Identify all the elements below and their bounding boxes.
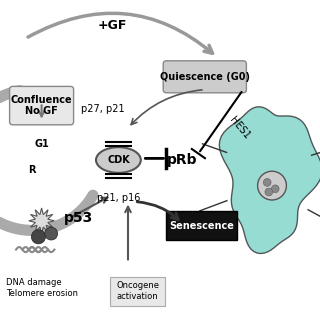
Text: HES1: HES1 xyxy=(228,115,252,141)
FancyArrowPatch shape xyxy=(137,202,178,220)
Text: Confluence
No GF: Confluence No GF xyxy=(11,95,72,116)
Text: p27, p21: p27, p21 xyxy=(81,104,124,114)
FancyBboxPatch shape xyxy=(10,86,74,125)
Text: p53: p53 xyxy=(64,211,93,225)
Text: DNA damage
Telomere erosion: DNA damage Telomere erosion xyxy=(6,278,78,298)
Text: CDK: CDK xyxy=(107,155,130,165)
Text: R: R xyxy=(28,164,36,175)
Polygon shape xyxy=(219,107,320,253)
Circle shape xyxy=(265,188,273,196)
Polygon shape xyxy=(29,208,54,234)
Text: Oncogene
activation: Oncogene activation xyxy=(116,282,159,301)
Text: Quiescence (G0): Quiescence (G0) xyxy=(160,72,250,82)
Ellipse shape xyxy=(258,171,286,200)
Circle shape xyxy=(263,179,271,186)
FancyBboxPatch shape xyxy=(166,211,237,240)
Text: +GF: +GF xyxy=(97,19,127,32)
Text: pRb: pRb xyxy=(166,153,197,167)
FancyArrowPatch shape xyxy=(28,13,212,53)
FancyBboxPatch shape xyxy=(110,277,165,306)
Circle shape xyxy=(31,230,45,244)
FancyArrowPatch shape xyxy=(131,90,202,124)
Text: Senescence: Senescence xyxy=(169,220,234,231)
Text: G1: G1 xyxy=(34,139,49,149)
Circle shape xyxy=(45,227,58,240)
Text: p21, p16: p21, p16 xyxy=(97,193,140,204)
Ellipse shape xyxy=(96,147,141,173)
Circle shape xyxy=(271,185,279,193)
FancyBboxPatch shape xyxy=(163,61,246,93)
